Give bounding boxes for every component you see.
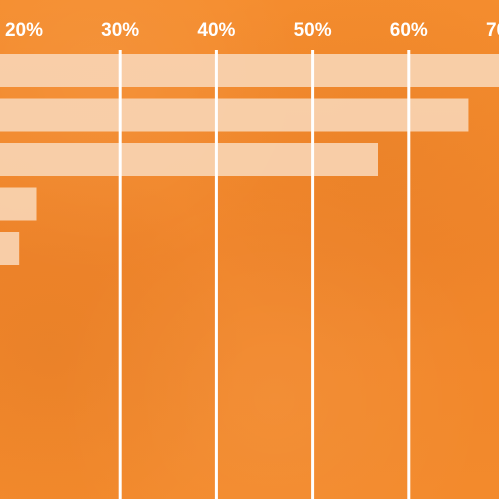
tick-label-30: 30% <box>101 20 139 41</box>
bar-4 <box>0 187 37 221</box>
tick-label-60: 60% <box>390 20 428 41</box>
bar-5 <box>0 232 20 265</box>
gridlines-group <box>118 50 411 499</box>
tick-label-40: 40% <box>197 20 235 41</box>
bars-group <box>0 54 499 265</box>
tick-labels-group: 20% 30% 40% 50% 60% 70% <box>5 20 499 41</box>
tick-label-50: 50% <box>294 20 332 41</box>
tick-label-70: 70% <box>486 20 499 41</box>
bar-1 <box>0 54 499 87</box>
bar-3 <box>0 143 379 176</box>
tick-label-20: 20% <box>5 20 43 41</box>
bar-2 <box>0 98 469 132</box>
